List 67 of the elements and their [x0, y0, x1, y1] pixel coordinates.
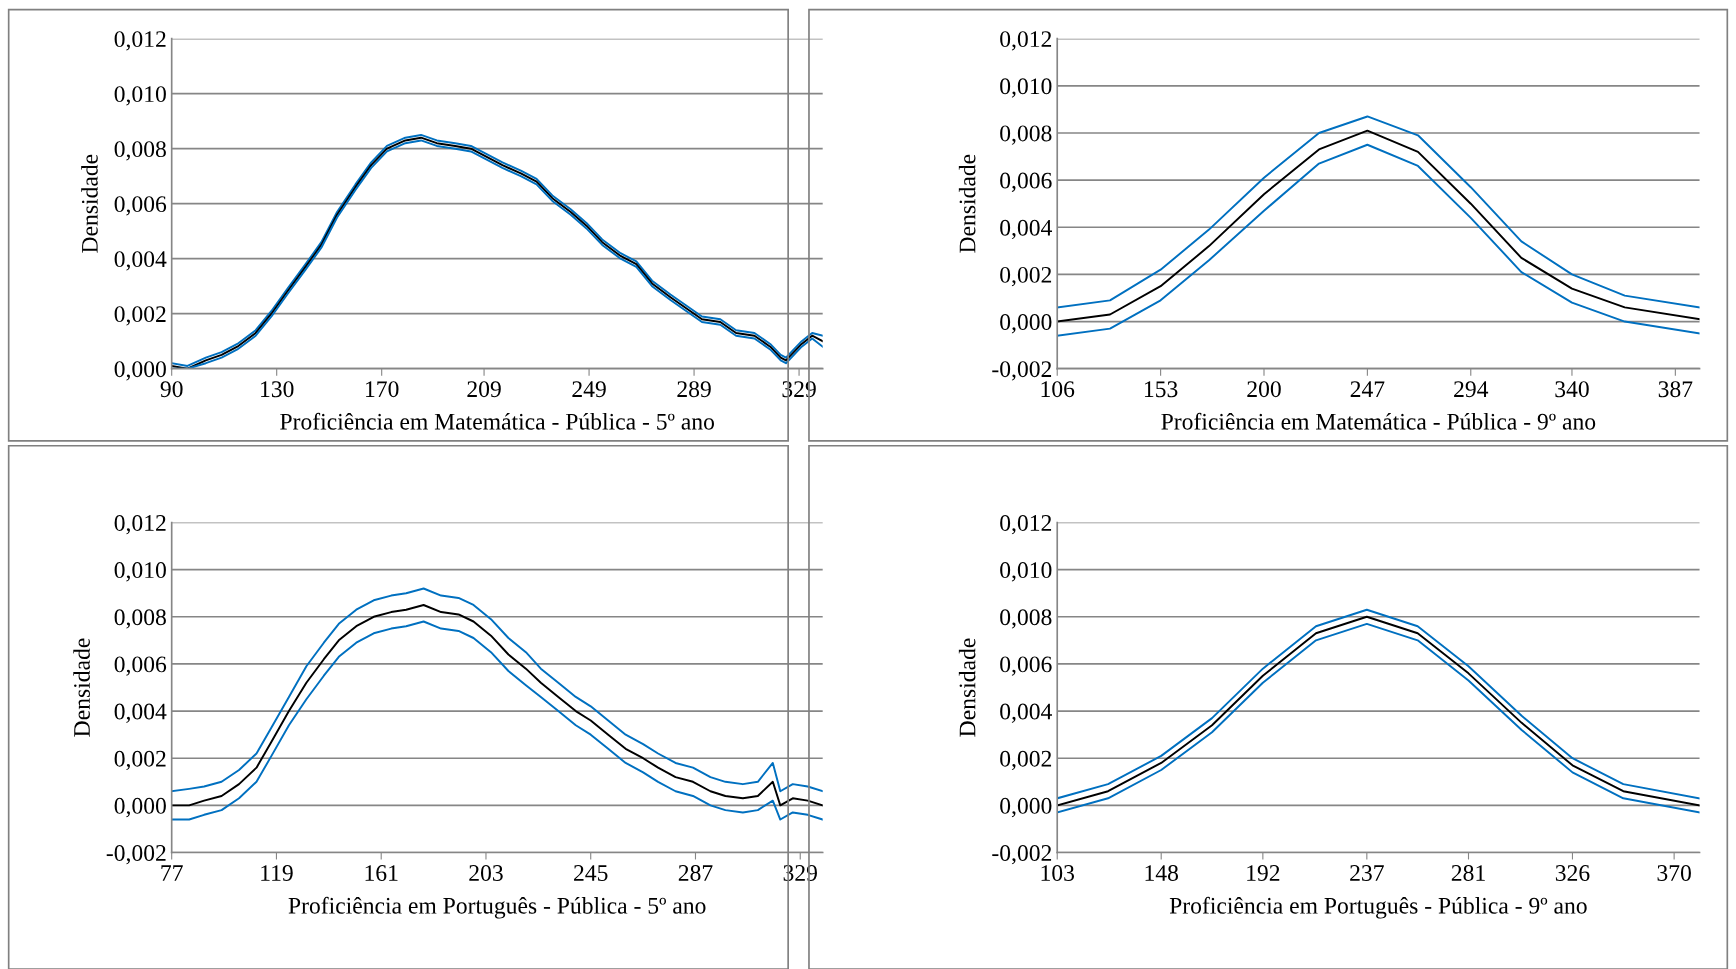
- x-tick-label: 103: [1041, 865, 1075, 881]
- y-tick-label: 0,002: [1000, 750, 1052, 771]
- x-tick-label: 200: [1247, 381, 1281, 398]
- y-tick-label: 0,004: [1000, 703, 1052, 723]
- y-tick-label: 0,004: [114, 703, 167, 723]
- x-tick-label: 119: [261, 865, 293, 881]
- y-tick-label: 0,006: [114, 656, 167, 676]
- y-tick-label: 0,006: [114, 196, 167, 216]
- x-tick-label: 287: [678, 865, 713, 881]
- y-tick-label: 0,006: [1000, 172, 1052, 192]
- x-tick-label: 153: [1144, 381, 1178, 398]
- y-tick-label: 0,002: [114, 750, 166, 771]
- y-tick-label: 0,008: [114, 141, 166, 161]
- y-axis-title: Densidade: [958, 638, 976, 737]
- x-tick-label: 329: [782, 381, 816, 398]
- x-tick-label: 249: [572, 381, 606, 398]
- x-tick-label: 247: [1350, 381, 1385, 397]
- x-tick-label: 203: [469, 865, 503, 881]
- x-tick-label: 281: [1451, 865, 1485, 881]
- y-tick-label: 0,010: [1000, 562, 1052, 582]
- y-tick-label: 0,002: [114, 306, 166, 326]
- y-tick-label: 0,004: [1000, 219, 1052, 240]
- x-tick-label: 340: [1555, 381, 1589, 398]
- y-tick-label: 0,000: [1000, 314, 1052, 334]
- x-axis-title: Proficiência em Português - Pública - 9º ano: [1169, 896, 1587, 919]
- x-tick-label: 387: [1658, 381, 1693, 398]
- y-tick-label: 0,004: [114, 251, 167, 271]
- y-tick-label: 0,006: [1000, 656, 1052, 676]
- x-axis-title: Proficiência em Matemática - Pública - 5º ano: [280, 412, 714, 430]
- y-tick-label: 0,012: [114, 31, 166, 51]
- y-tick-label: -0,002: [992, 361, 1052, 381]
- y-tick-label: -0,002: [106, 845, 166, 865]
- y-tick-label: 0,012: [114, 514, 166, 535]
- x-tick-label: 77: [161, 865, 183, 881]
- y-tick-label: 0,002: [1000, 266, 1052, 287]
- y-axis-title: Densidade: [81, 154, 98, 253]
- y-tick-label: 0,010: [1000, 78, 1052, 98]
- y-tick-label: 0,010: [114, 562, 166, 582]
- x-axis-title: Proficiência em Português - Pública - 5º ano: [288, 896, 706, 919]
- x-tick-label: 289: [677, 381, 711, 398]
- y-axis-title: Densidade: [958, 154, 976, 253]
- x-tick-label: 106: [1041, 381, 1075, 398]
- x-tick-label: 148: [1145, 865, 1178, 881]
- x-tick-label: 90: [160, 381, 183, 398]
- y-tick-label: 0,000: [114, 361, 166, 381]
- y-tick-label: 0,012: [1000, 31, 1052, 51]
- y-tick-label: 0,012: [1000, 514, 1052, 535]
- y-axis-title: Densidade: [73, 638, 90, 737]
- x-tick-label: 192: [1247, 865, 1280, 881]
- x-tick-label: 294: [1454, 381, 1489, 398]
- x-tick-label: 237: [1350, 865, 1384, 881]
- y-tick-label: 0,000: [114, 797, 166, 818]
- x-axis-title: Proficiência em Matemática - Pública - 9º ano: [1161, 412, 1596, 430]
- x-tick-label: 209: [467, 381, 501, 398]
- y-tick-label: 0,000: [1000, 797, 1052, 818]
- y-tick-label: -0,002: [992, 845, 1052, 865]
- x-tick-label: 370: [1657, 865, 1691, 881]
- x-tick-label: 170: [366, 381, 399, 398]
- y-tick-label: 0,010: [114, 86, 166, 106]
- x-tick-label: 161: [365, 865, 398, 881]
- x-tick-label: 329: [783, 865, 817, 881]
- x-tick-label: 130: [261, 381, 294, 398]
- y-tick-label: 0,008: [114, 609, 166, 629]
- y-tick-label: 0,008: [1000, 125, 1052, 145]
- x-tick-label: 326: [1555, 865, 1590, 881]
- y-tick-label: 0,008: [1000, 609, 1052, 629]
- x-tick-label: 245: [574, 865, 608, 881]
